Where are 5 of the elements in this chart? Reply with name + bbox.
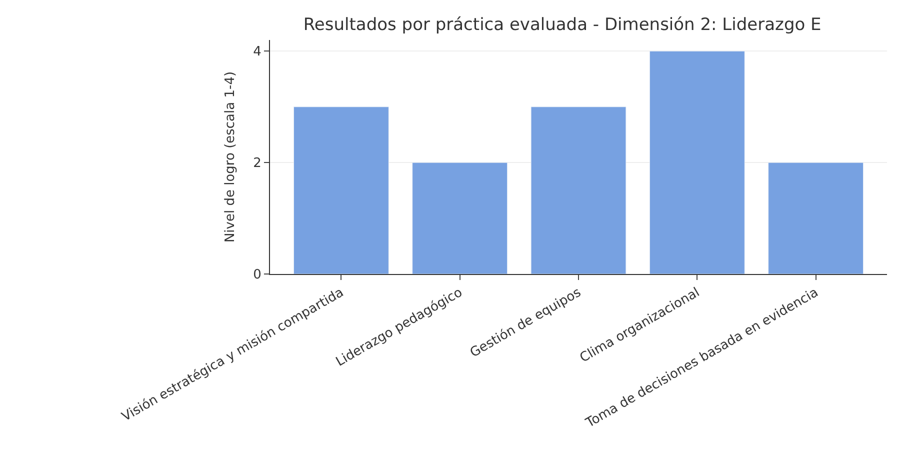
y-tick-label: 0	[253, 268, 262, 283]
y-axis-title: Nivel de logro (escala 1-4)	[223, 71, 238, 243]
chart-title: Resultados por práctica evaluada - Dimensión 2: Liderazgo E	[303, 14, 822, 35]
y-tick-label: 2	[253, 156, 262, 172]
y-tick-label: 4	[253, 44, 262, 60]
